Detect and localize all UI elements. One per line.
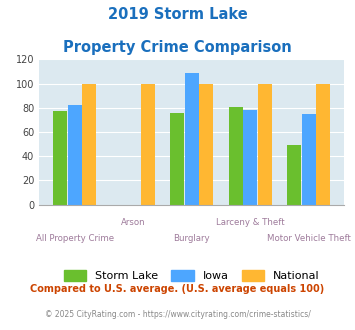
- Bar: [287, 145, 301, 205]
- Text: Motor Vehicle Theft: Motor Vehicle Theft: [267, 234, 351, 243]
- Bar: [82, 83, 96, 205]
- Text: © 2025 CityRating.com - https://www.cityrating.com/crime-statistics/: © 2025 CityRating.com - https://www.city…: [45, 310, 310, 319]
- Text: Property Crime Comparison: Property Crime Comparison: [63, 40, 292, 54]
- Text: Arson: Arson: [121, 218, 146, 227]
- Text: 2019 Storm Lake: 2019 Storm Lake: [108, 7, 247, 21]
- Bar: [170, 113, 184, 205]
- Bar: [67, 105, 82, 205]
- Bar: [243, 110, 257, 205]
- Bar: [53, 112, 67, 205]
- Bar: [229, 107, 242, 205]
- Bar: [199, 83, 213, 205]
- Legend: Storm Lake, Iowa, National: Storm Lake, Iowa, National: [59, 265, 324, 286]
- Bar: [258, 83, 272, 205]
- Bar: [316, 83, 331, 205]
- Bar: [302, 114, 316, 205]
- Bar: [185, 73, 199, 205]
- Text: Burglary: Burglary: [173, 234, 210, 243]
- Text: Compared to U.S. average. (U.S. average equals 100): Compared to U.S. average. (U.S. average …: [31, 284, 324, 294]
- Text: All Property Crime: All Property Crime: [36, 234, 114, 243]
- Bar: [141, 83, 155, 205]
- Text: Larceny & Theft: Larceny & Theft: [216, 218, 285, 227]
